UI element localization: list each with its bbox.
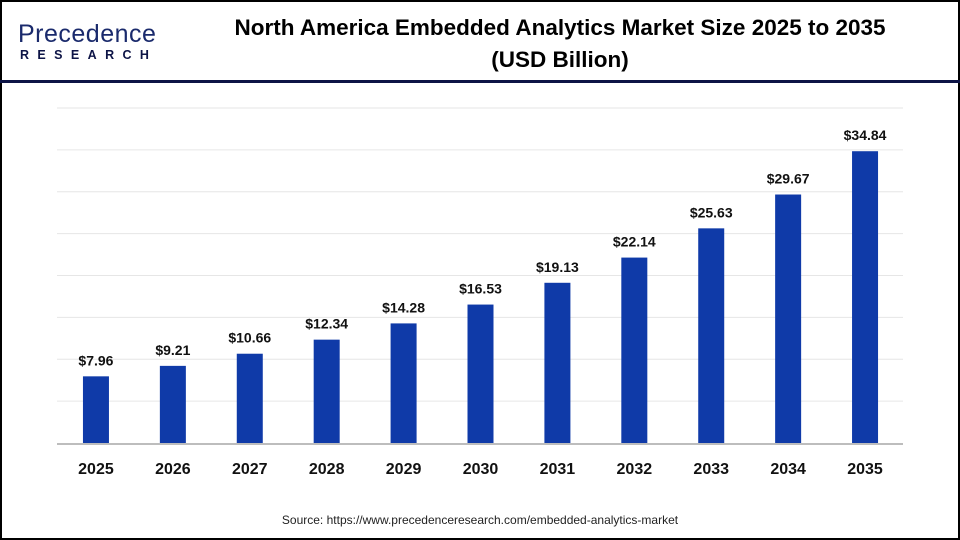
bar-2031	[544, 282, 571, 443]
x-tick-label-2029: 2029	[386, 461, 422, 478]
data-label-2034: $29.67	[767, 171, 810, 187]
x-tick-label-2035: 2035	[847, 461, 883, 478]
data-label-2028: $12.34	[305, 316, 348, 332]
x-tick-label-2025: 2025	[78, 461, 114, 478]
bar-2027	[236, 353, 263, 443]
data-label-2025: $7.96	[78, 352, 113, 368]
precedence-research-logo: Precedence RESEARCH	[18, 20, 168, 64]
x-tick-label-2034: 2034	[770, 461, 806, 478]
data-label-2027: $10.66	[228, 330, 271, 346]
chart-title: North America Embedded Analytics Market …	[190, 12, 930, 76]
logo-wordmark: Precedence	[18, 20, 157, 48]
bar-2028	[313, 339, 340, 443]
bar-2033	[698, 228, 725, 443]
data-label-2029: $14.28	[382, 299, 425, 315]
bar-2034	[775, 194, 802, 443]
header-divider	[0, 80, 960, 83]
x-tick-label-2032: 2032	[617, 461, 653, 478]
data-label-2035: $34.84	[844, 127, 887, 143]
data-label-2030: $16.53	[459, 281, 502, 297]
logo-subtitle: RESEARCH	[20, 48, 158, 62]
chart-title-line1: North America Embedded Analytics Market …	[234, 15, 886, 40]
x-tick-label-2030: 2030	[463, 461, 499, 478]
chart-title-line2: (USD Billion)	[491, 47, 629, 72]
x-tick-label-2033: 2033	[693, 461, 729, 478]
data-label-2026: $9.21	[155, 342, 190, 358]
data-label-2031: $19.13	[536, 259, 579, 275]
bar-2035	[852, 151, 879, 443]
x-tick-label-2027: 2027	[232, 461, 268, 478]
bar-2026	[159, 365, 186, 443]
data-label-2033: $25.63	[690, 204, 733, 220]
source-note: Source: https://www.precedenceresearch.c…	[281, 513, 679, 527]
bar-2025	[82, 376, 109, 443]
bar-2030	[467, 304, 494, 443]
bar-2029	[390, 323, 417, 443]
x-tick-label-2031: 2031	[540, 461, 576, 478]
x-tick-label-2026: 2026	[155, 461, 191, 478]
data-label-2032: $22.14	[613, 234, 656, 250]
bar-2032	[621, 257, 648, 443]
x-tick-label-2028: 2028	[309, 461, 345, 478]
